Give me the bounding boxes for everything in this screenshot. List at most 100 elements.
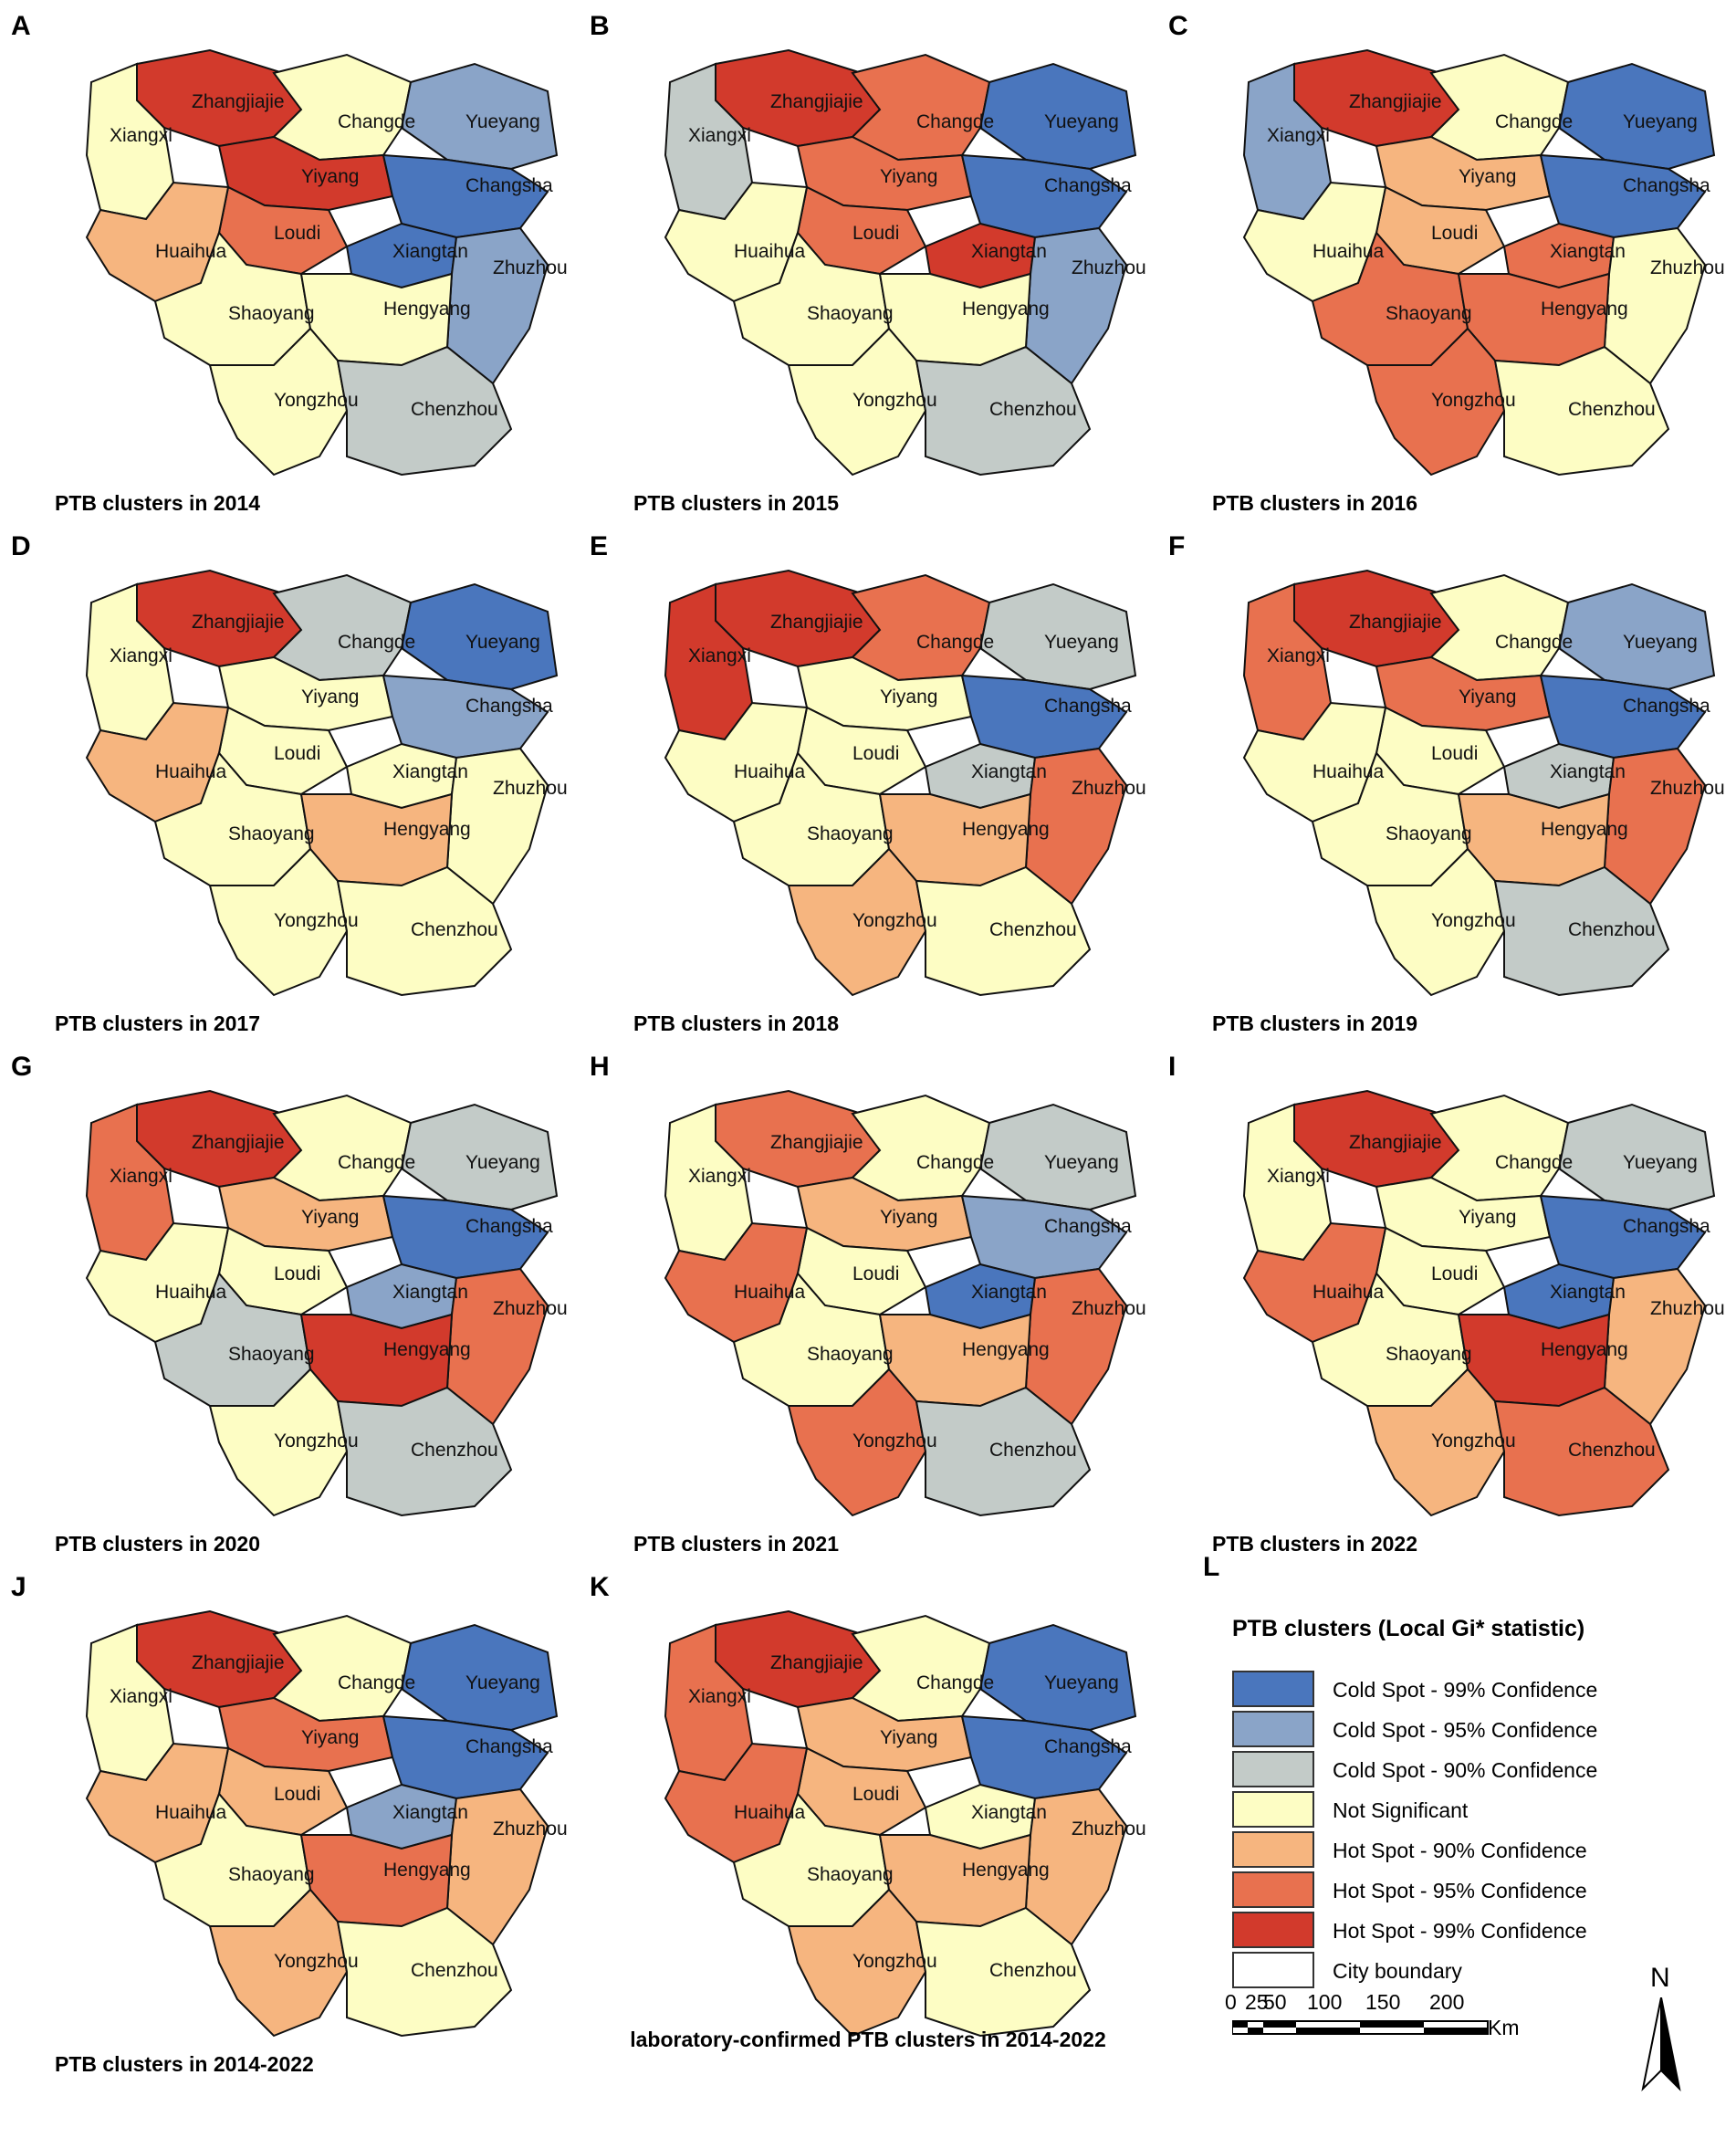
city-label-xiangxi: Xiangxi [110,1686,173,1707]
city-label-loudi: Loudi [1431,743,1478,764]
scale-bar-graphic [1232,2020,1489,2035]
city-label-xiangxi: Xiangxi [110,125,173,146]
city-label-zhuzhou: Zhuzhou [1072,1298,1146,1319]
region-chenzhou [336,1386,513,1517]
city-label-yueyang: Yueyang [465,632,540,653]
city-label-shaoyang: Shaoyang [228,823,315,844]
city-label-loudi: Loudi [852,1784,899,1805]
legend-swatch-cold90 [1232,1751,1314,1787]
scale-bar: 0 25 50 100 150 200 Km [1223,1990,1524,2109]
panel-caption-J: PTB clusters in 2014-2022 [55,2052,314,2076]
city-label-yongzhou: Yongzhou [274,390,359,411]
region-yueyang [978,1623,1137,1732]
panel-caption-I: PTB clusters in 2022 [1212,1532,1417,1556]
hunan-map-K: Zhangjiajie Changde Xiangxi Yueyang Yiyang Ch… [664,1609,1146,2038]
legend-label-cold95: Cold Spot - 95% Confidence [1333,1718,1598,1742]
panel-caption-A: PTB clusters in 2014 [55,491,260,515]
city-label-zhangjiajie: Zhangjiajie [770,1652,863,1673]
city-label-changde: Changde [916,1152,994,1173]
panel-letter-E: E [590,531,609,561]
city-label-zhangjiajie: Zhangjiajie [1349,91,1442,112]
hunan-map-F: Zhangjiajie Changde Xiangxi Yueyang Yiyang Ch… [1242,569,1725,997]
legend-title: PTB clusters (Local Gi* statistic) [1232,1616,1585,1641]
region-yueyang [1557,1103,1716,1211]
city-label-changsha: Changsha [465,1736,553,1757]
city-label-yongzhou: Yongzhou [852,390,937,411]
legend-swatch-hot90 [1232,1831,1314,1868]
city-label-xiangxi: Xiangxi [110,645,173,666]
north-label: N [1650,1963,1670,1993]
city-label-zhangjiajie: Zhangjiajie [1349,1132,1442,1153]
legend-label-hot99: Hot Spot - 99% Confidence [1333,1919,1587,1943]
city-label-zhuzhou: Zhuzhou [1072,257,1146,278]
city-label-changsha: Changsha [1044,1736,1132,1757]
hunan-map-G: Zhangjiajie Changde Xiangxi Yueyang Yiyang Ch… [85,1089,568,1517]
city-label-changsha: Changsha [1623,696,1710,717]
city-label-hengyang: Hengyang [1541,299,1628,320]
legend-item-cold95: Cold Spot - 95% Confidence [1232,1711,1707,1749]
region-yongzhou [787,327,927,477]
city-label-yongzhou: Yongzhou [1431,910,1516,931]
city-label-yueyang: Yueyang [1044,111,1119,132]
city-label-changsha: Changsha [465,696,553,717]
city-label-shaoyang: Shaoyang [807,1344,894,1365]
scale-tick-label: 0 [1225,1990,1237,2014]
city-label-chenzhou: Chenzhou [411,1440,498,1461]
city-label-yueyang: Yueyang [1623,632,1698,653]
city-label-changde: Changde [1495,111,1573,132]
city-label-loudi: Loudi [274,743,320,764]
city-label-xiangtan: Xiangtan [971,1282,1047,1303]
city-label-yiyang: Yiyang [1459,686,1516,707]
city-label-huaihua: Huaihua [734,761,806,782]
city-label-xiangxi: Xiangxi [1267,1166,1330,1187]
city-label-zhangjiajie: Zhangjiajie [770,612,863,633]
city-label-zhuzhou: Zhuzhou [493,1818,568,1839]
map-panel-K: Zhangjiajie Changde Xiangxi Yueyang Yiyang Ch… [579,1561,1157,2081]
city-label-hengyang: Hengyang [962,1860,1050,1881]
city-label-huaihua: Huaihua [155,761,227,782]
panel-caption-G: PTB clusters in 2020 [55,1532,260,1556]
city-label-xiangtan: Xiangtan [392,1802,468,1823]
map-panel-D: Zhangjiajie Changde Xiangxi Yueyang Yiyang Ch… [0,520,579,1041]
city-label-changsha: Changsha [1623,175,1710,196]
city-label-xiangxi: Xiangxi [688,645,751,666]
legend-item-hot90: Hot Spot - 90% Confidence [1232,1831,1707,1870]
city-label-shaoyang: Shaoyang [1386,303,1472,324]
city-label-xiangtan: Xiangtan [1550,761,1626,782]
region-yongzhou [787,1888,927,2038]
city-label-hengyang: Hengyang [962,1339,1050,1360]
city-label-chenzhou: Chenzhou [1568,399,1656,420]
hunan-map-D: Zhangjiajie Changde Xiangxi Yueyang Yiyang Ch… [85,569,568,997]
city-label-xiangxi: Xiangxi [688,125,751,146]
city-label-changde: Changde [338,111,415,132]
legend-swatch-hot99 [1232,1912,1314,1948]
city-label-changde: Changde [1495,632,1573,653]
hunan-map-B: Zhangjiajie Changde Xiangxi Yueyang Yiyang Ch… [664,48,1146,477]
city-label-zhuzhou: Zhuzhou [1650,1298,1725,1319]
legend-item-hot95: Hot Spot - 95% Confidence [1232,1871,1707,1910]
map-panel-F: Zhangjiajie Changde Xiangxi Yueyang Yiyang Ch… [1157,520,1736,1041]
city-label-yiyang: Yiyang [880,1727,937,1748]
city-label-xiangxi: Xiangxi [110,1166,173,1187]
panel-letter-G: G [11,1052,33,1082]
city-label-xiangtan: Xiangtan [971,761,1047,782]
hunan-map-J: Zhangjiajie Changde Xiangxi Yueyang Yiyang Ch… [85,1609,568,2038]
region-yueyang [978,582,1137,691]
city-label-chenzhou: Chenzhou [989,919,1077,940]
panel-letter-A: A [11,11,31,41]
scale-tick-label: 100 [1307,1990,1343,2014]
region-yongzhou [208,1888,349,2038]
panel-caption-C: PTB clusters in 2016 [1212,491,1417,515]
hunan-map-H: Zhangjiajie Changde Xiangxi Yueyang Yiyang Ch… [664,1089,1146,1517]
legend-swatch-boundary [1232,1952,1314,1988]
city-label-yongzhou: Yongzhou [274,1431,359,1452]
region-yueyang [978,1103,1137,1211]
city-label-changsha: Changsha [465,1216,553,1237]
city-label-zhuzhou: Zhuzhou [493,257,568,278]
legend-swatch-cold99 [1232,1671,1314,1707]
scale-unit: Km [1488,2016,1520,2039]
hunan-map-E: Zhangjiajie Changde Xiangxi Yueyang Yiyang Ch… [664,569,1146,997]
city-label-loudi: Loudi [852,1263,899,1284]
city-label-yiyang: Yiyang [880,1207,937,1228]
map-panel-G: Zhangjiajie Changde Xiangxi Yueyang Yiyang Ch… [0,1041,579,1561]
